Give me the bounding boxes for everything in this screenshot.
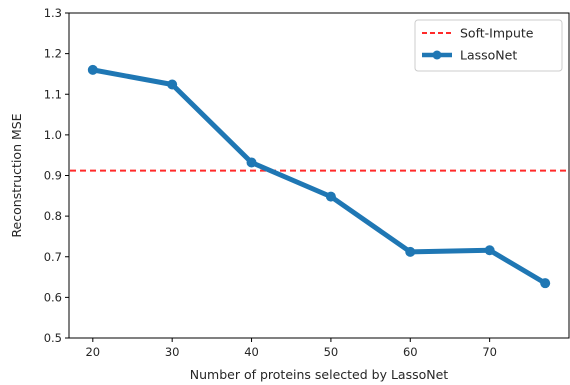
y-tick-label-1-0: 1.0 [44,128,62,142]
y-axis-ticks: 0.5 0.6 0.7 0.8 0.9 1.0 1.1 1.2 1.3 [44,6,69,345]
y-tick-label-0-7: 0.7 [44,250,62,264]
data-point-lassonet-50 [325,191,336,202]
data-series [87,64,551,289]
plot-area-frame [68,12,570,339]
y-tick-label-0-9: 0.9 [44,169,62,183]
legend-box [414,19,563,72]
legend-marker-lassonet [432,50,442,60]
y-tick-label-0-5: 0.5 [44,331,62,345]
x-axis-label: Number of proteins selected by LassoNet [190,367,449,382]
data-point-lassonet-77 [540,278,551,289]
legend: Soft-Impute LassoNet [414,19,563,72]
series-line-lassonet [90,67,548,286]
y-tick-label-1-2: 1.2 [44,47,62,61]
y-tick-label-1-1: 1.1 [44,87,62,101]
data-point-lassonet-30 [167,79,178,90]
legend-label-soft-impute: Soft-Impute [460,26,534,41]
x-tick-label-20: 20 [85,345,100,359]
x-tick-label-60: 60 [403,345,418,359]
data-point-lassonet-40 [246,157,257,168]
y-tick-label-1-3: 1.3 [44,6,62,20]
x-tick-label-50: 50 [324,345,339,359]
y-axis-label: Reconstruction MSE [9,113,24,237]
data-point-lassonet-20 [87,64,98,75]
x-tick-label-70: 70 [482,345,497,359]
x-axis-ticks: 20 30 40 50 60 70 [85,338,497,359]
y-tick-label-0-6: 0.6 [44,290,62,304]
x-tick-label-40: 40 [244,345,259,359]
y-tick-label-0-8: 0.8 [44,209,62,223]
x-tick-label-30: 30 [165,345,180,359]
data-point-lassonet-60 [405,246,416,257]
legend-label-lassonet: LassoNet [460,48,517,63]
data-point-lassonet-70 [484,245,495,256]
